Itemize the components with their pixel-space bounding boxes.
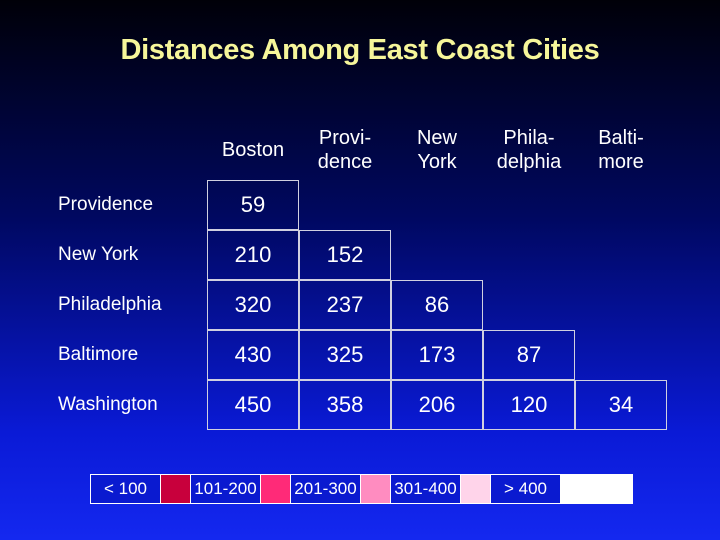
legend-label: > 400 [491, 475, 561, 503]
distance-cell: 34 [575, 380, 667, 430]
legend-swatch [461, 475, 491, 503]
column-header-line: York [417, 151, 457, 173]
distance-cell: 450 [207, 380, 299, 430]
distance-cell: 320 [207, 280, 299, 330]
row-label: Baltimore [58, 344, 139, 365]
distance-cell: 86 [391, 280, 483, 330]
distance-cell: 87 [483, 330, 575, 380]
column-header-line: Balti- [598, 127, 644, 149]
legend-label: < 100 [91, 475, 161, 503]
distance-cell: 120 [483, 380, 575, 430]
column-header: Balti-more [575, 126, 667, 174]
row-label: Washington [58, 394, 158, 415]
legend-swatch [361, 475, 391, 503]
row-label: Philadelphia [58, 294, 162, 315]
distance-cell: 206 [391, 380, 483, 430]
column-header-line: Boston [221, 139, 285, 161]
column-header: Phila-delphia [483, 126, 575, 174]
row-label: New York [58, 244, 139, 265]
legend-swatch [561, 475, 591, 503]
legend-label: 201-300 [291, 475, 361, 503]
distance-cell: 358 [299, 380, 391, 430]
column-header: Boston [207, 138, 299, 162]
column-header-line: Phila- [503, 127, 555, 149]
column-header-line: more [598, 151, 644, 173]
column-header-line: New [416, 127, 457, 149]
column-header-line: dence [317, 151, 373, 173]
legend-label: 101-200 [191, 475, 261, 503]
distance-cell: 59 [207, 180, 299, 230]
distance-cell: 173 [391, 330, 483, 380]
column-header-line: delphia [496, 151, 562, 173]
distance-cell: 430 [207, 330, 299, 380]
legend-swatch [261, 475, 291, 503]
distance-cell: 237 [299, 280, 391, 330]
column-header: Provi-dence [299, 126, 391, 174]
row-label: Providence [58, 194, 154, 215]
distance-cell: 325 [299, 330, 391, 380]
column-header-line: Provi- [318, 127, 372, 149]
legend-label: 301-400 [391, 475, 461, 503]
color-legend: < 100 101-200 201-300 301-400 > 400 [90, 474, 633, 504]
distance-cell: 210 [207, 230, 299, 280]
page-title: Distances Among East Coast Cities [120, 34, 600, 66]
legend-swatch [161, 475, 191, 503]
distance-cell: 152 [299, 230, 391, 280]
column-header: New York [391, 126, 483, 174]
